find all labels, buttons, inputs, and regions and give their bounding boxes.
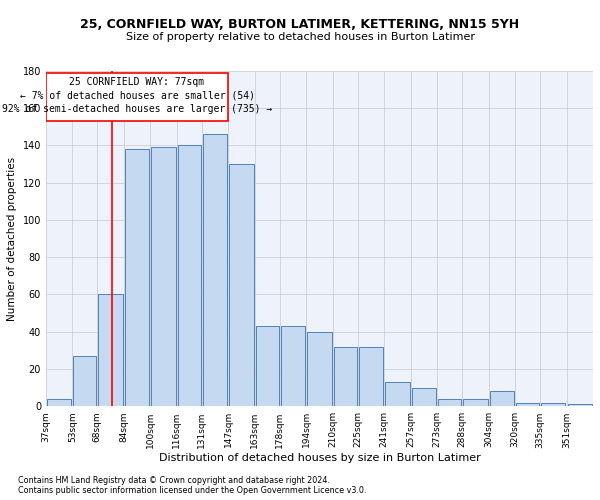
Text: Contains public sector information licensed under the Open Government Licence v3: Contains public sector information licen… <box>18 486 367 495</box>
Bar <box>73 356 96 406</box>
Bar <box>125 149 149 406</box>
Text: 92% of semi-detached houses are larger (735) →: 92% of semi-detached houses are larger (… <box>2 104 272 114</box>
Bar <box>463 399 488 406</box>
Text: Contains HM Land Registry data © Crown copyright and database right 2024.: Contains HM Land Registry data © Crown c… <box>18 476 330 485</box>
Bar <box>307 332 332 406</box>
Bar <box>47 399 71 406</box>
Text: Size of property relative to detached houses in Burton Latimer: Size of property relative to detached ho… <box>125 32 475 42</box>
Bar <box>568 404 592 406</box>
Text: 25 CORNFIELD WAY: 77sqm: 25 CORNFIELD WAY: 77sqm <box>70 76 205 86</box>
Bar <box>412 388 436 406</box>
Bar <box>46 73 228 121</box>
Bar <box>541 402 565 406</box>
Text: 25, CORNFIELD WAY, BURTON LATIMER, KETTERING, NN15 5YH: 25, CORNFIELD WAY, BURTON LATIMER, KETTE… <box>80 18 520 30</box>
Bar <box>281 326 305 406</box>
Y-axis label: Number of detached properties: Number of detached properties <box>7 156 17 320</box>
Bar <box>516 402 539 406</box>
Bar <box>229 164 254 406</box>
Bar <box>385 382 410 406</box>
Bar <box>438 399 461 406</box>
Bar <box>490 392 514 406</box>
Bar <box>98 294 123 406</box>
Bar <box>151 148 176 406</box>
X-axis label: Distribution of detached houses by size in Burton Latimer: Distribution of detached houses by size … <box>158 453 481 463</box>
Bar <box>203 134 227 406</box>
Bar <box>334 346 356 406</box>
Bar <box>359 346 383 406</box>
Bar <box>256 326 278 406</box>
Bar <box>178 146 201 406</box>
Text: ← 7% of detached houses are smaller (54): ← 7% of detached houses are smaller (54) <box>20 90 254 101</box>
